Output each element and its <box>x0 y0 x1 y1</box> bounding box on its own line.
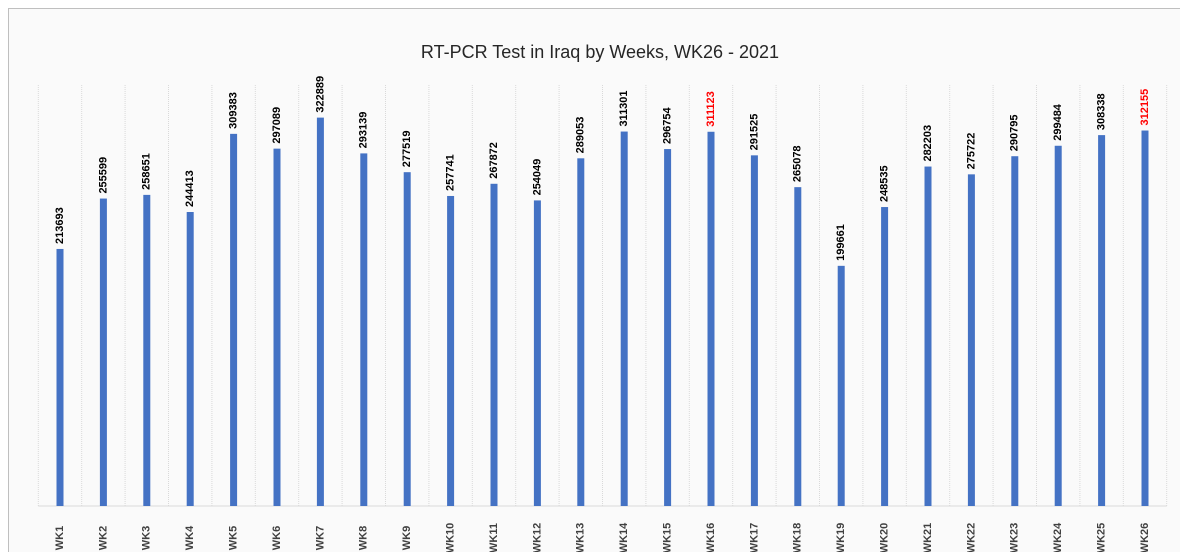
x-tick-label: WK22 <box>965 523 977 552</box>
bar <box>1011 156 1019 507</box>
bar <box>230 133 238 506</box>
bar <box>490 183 498 506</box>
value-label: 299484 <box>1052 103 1064 141</box>
bar <box>967 174 975 506</box>
bar <box>403 172 411 506</box>
x-tick-label: WK21 <box>922 523 934 552</box>
x-tick-label: WK15 <box>662 523 674 552</box>
x-tick-label: WK25 <box>1096 523 1108 552</box>
bar <box>533 200 541 506</box>
x-tick-label: WK5 <box>228 526 240 550</box>
value-label: 297089 <box>271 107 283 144</box>
bar <box>1054 145 1062 506</box>
x-tick-label: WK20 <box>879 523 891 552</box>
x-tick-label: WK12 <box>531 523 543 552</box>
value-label: 244413 <box>184 170 196 207</box>
value-label: 296754 <box>662 106 674 144</box>
bar <box>99 198 107 507</box>
bar <box>881 207 889 506</box>
bar <box>447 195 455 506</box>
bar <box>924 166 932 506</box>
x-tick-label: WK7 <box>314 526 326 550</box>
value-label: 289053 <box>575 117 587 154</box>
x-tick-label: WK10 <box>445 523 457 552</box>
x-tick-label: WK26 <box>1139 523 1151 552</box>
x-tick-label: WK4 <box>184 525 196 550</box>
bar <box>143 194 151 506</box>
x-tick-label: WK24 <box>1052 522 1064 552</box>
value-label: 267872 <box>488 142 500 179</box>
value-label: 311301 <box>618 90 630 126</box>
bar <box>360 153 368 506</box>
x-tick-label: WK8 <box>358 526 370 550</box>
bar <box>273 148 281 506</box>
bar <box>837 265 845 506</box>
value-label: 293139 <box>358 112 370 149</box>
value-label: 265078 <box>792 145 804 182</box>
bar <box>1098 135 1106 506</box>
x-tick-label: WK3 <box>141 526 153 550</box>
value-label: 275722 <box>965 133 977 170</box>
value-label: 255599 <box>97 157 109 194</box>
value-label: 248535 <box>879 165 891 202</box>
value-label: 309383 <box>228 92 240 129</box>
bar <box>794 187 802 506</box>
bar <box>56 248 64 506</box>
value-label: 199661 <box>835 224 847 261</box>
x-tick-label: WK19 <box>835 523 847 552</box>
bar <box>664 149 672 506</box>
value-label: 290795 <box>1009 114 1021 151</box>
value-label: 308338 <box>1096 93 1108 130</box>
x-tick-label: WK9 <box>401 526 413 550</box>
x-tick-label: WK2 <box>97 526 109 550</box>
value-label: 282203 <box>922 125 934 162</box>
value-label: 312155 <box>1139 89 1151 126</box>
x-tick-label: WK17 <box>748 523 760 552</box>
chart-frame <box>8 8 1180 552</box>
value-label: 311123 <box>705 91 717 127</box>
bar <box>1141 130 1149 506</box>
x-tick-label: WK18 <box>792 523 804 552</box>
chart-title: RT-PCR Test in Iraq by Weeks, WK26 - 202… <box>421 42 779 62</box>
value-label: 254049 <box>531 159 543 196</box>
value-label: 258651 <box>141 153 153 190</box>
value-label: 213693 <box>54 207 66 244</box>
bar <box>750 155 758 506</box>
x-tick-label: WK23 <box>1009 523 1021 552</box>
x-tick-label: WK14 <box>618 522 630 552</box>
x-tick-label: WK16 <box>705 523 717 552</box>
x-tick-label: WK6 <box>271 526 283 550</box>
bar <box>707 131 715 506</box>
x-tick-label: WK11 <box>488 523 500 552</box>
value-label: 257741 <box>445 154 457 191</box>
x-tick-label: WK13 <box>575 523 587 552</box>
value-label: 277519 <box>401 130 413 167</box>
x-tick-label: WK1 <box>54 526 66 550</box>
value-label: 291525 <box>748 114 760 151</box>
bar <box>316 117 324 506</box>
value-label: 322889 <box>314 76 326 113</box>
bar <box>186 212 194 506</box>
bar <box>620 131 628 506</box>
bar <box>577 158 585 506</box>
